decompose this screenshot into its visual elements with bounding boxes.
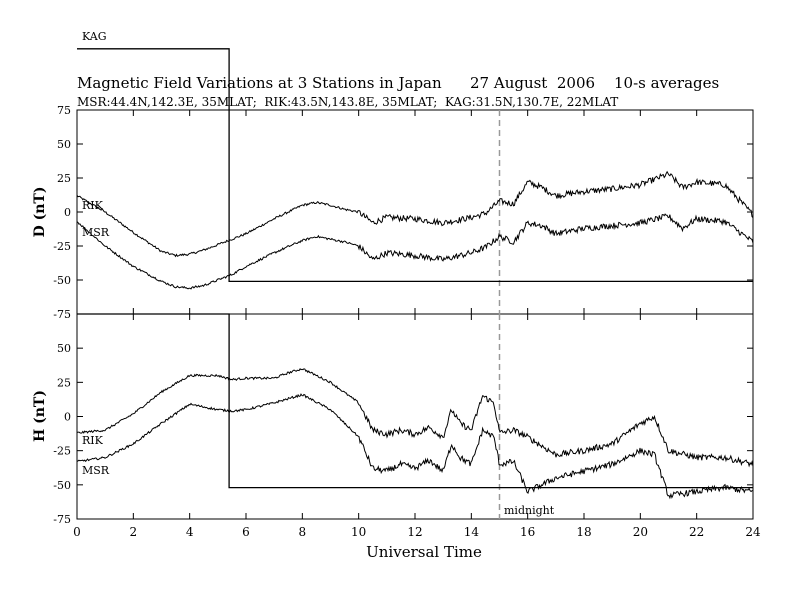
midnight-label: midnight [504,504,555,517]
x-tick-label: 4 [186,525,194,539]
panel-h-label-msr: MSR [82,464,110,477]
panel-h-series-rik [77,367,754,468]
stations-info: MSR:44.4N,142.3E, 35MLAT; RIK:43.5N,143.… [77,95,618,109]
panel-d-label-msr: MSR [82,226,110,239]
x-tick-label: 22 [689,525,704,539]
panel-h-ytick-label: 50 [57,342,71,355]
panel-d-frame [76,109,754,315]
x-tick-label: 2 [130,525,138,539]
panel-d-ytick-label: -50 [53,274,71,287]
panel-h-label-rik: RIK [82,434,104,447]
x-tick-label: 20 [633,525,648,539]
panel-h-ylabel: H (nT) [32,390,48,442]
panel-h-ytick-label: 25 [57,376,71,389]
panel-h-ytick-label: -75 [53,513,71,526]
x-tick-label: 6 [242,525,250,539]
panel-d-ytick-label: 0 [64,206,71,219]
panel-h-ytick-label: -25 [53,445,71,458]
x-tick-label: 24 [745,525,761,539]
x-tick-label: 0 [73,525,81,539]
panel-d-ylabel: D (nT) [32,187,48,238]
x-tick-label: 18 [576,525,591,539]
x-tick-label: 8 [299,525,307,539]
kag-trace-label: KAG [82,30,107,43]
panel-d-ytick-label: -75 [53,308,71,321]
panel-d-ytick-label: 25 [57,172,71,185]
panel-h-ytick-label: 0 [64,411,71,424]
chart-averaging: 10-s averages [614,74,719,92]
panel-d-series-kag [77,48,753,283]
x-axis-label: Universal Time [366,543,482,561]
x-tick-label: 10 [351,525,366,539]
panel-d-ytick-label: 50 [57,138,71,151]
panel-h-ytick-label: -50 [53,479,71,492]
chart-title: Magnetic Field Variations at 3 Stations … [77,74,442,92]
x-tick-label: 12 [407,525,422,539]
panel-d-series-rik [76,170,754,258]
panel-d-ytick-label: -25 [53,240,71,253]
panel-d-label-rik: RIK [82,199,104,212]
x-tick-label: 16 [520,525,535,539]
panel-d-series-msr [76,213,754,290]
panel-h-series-msr [76,393,754,500]
panel-d-ytick-label: 75 [57,104,71,117]
x-tick-label: 14 [464,525,480,539]
panel-h-series-kag [77,313,753,489]
chart-date: 27 August 2006 [470,74,595,92]
